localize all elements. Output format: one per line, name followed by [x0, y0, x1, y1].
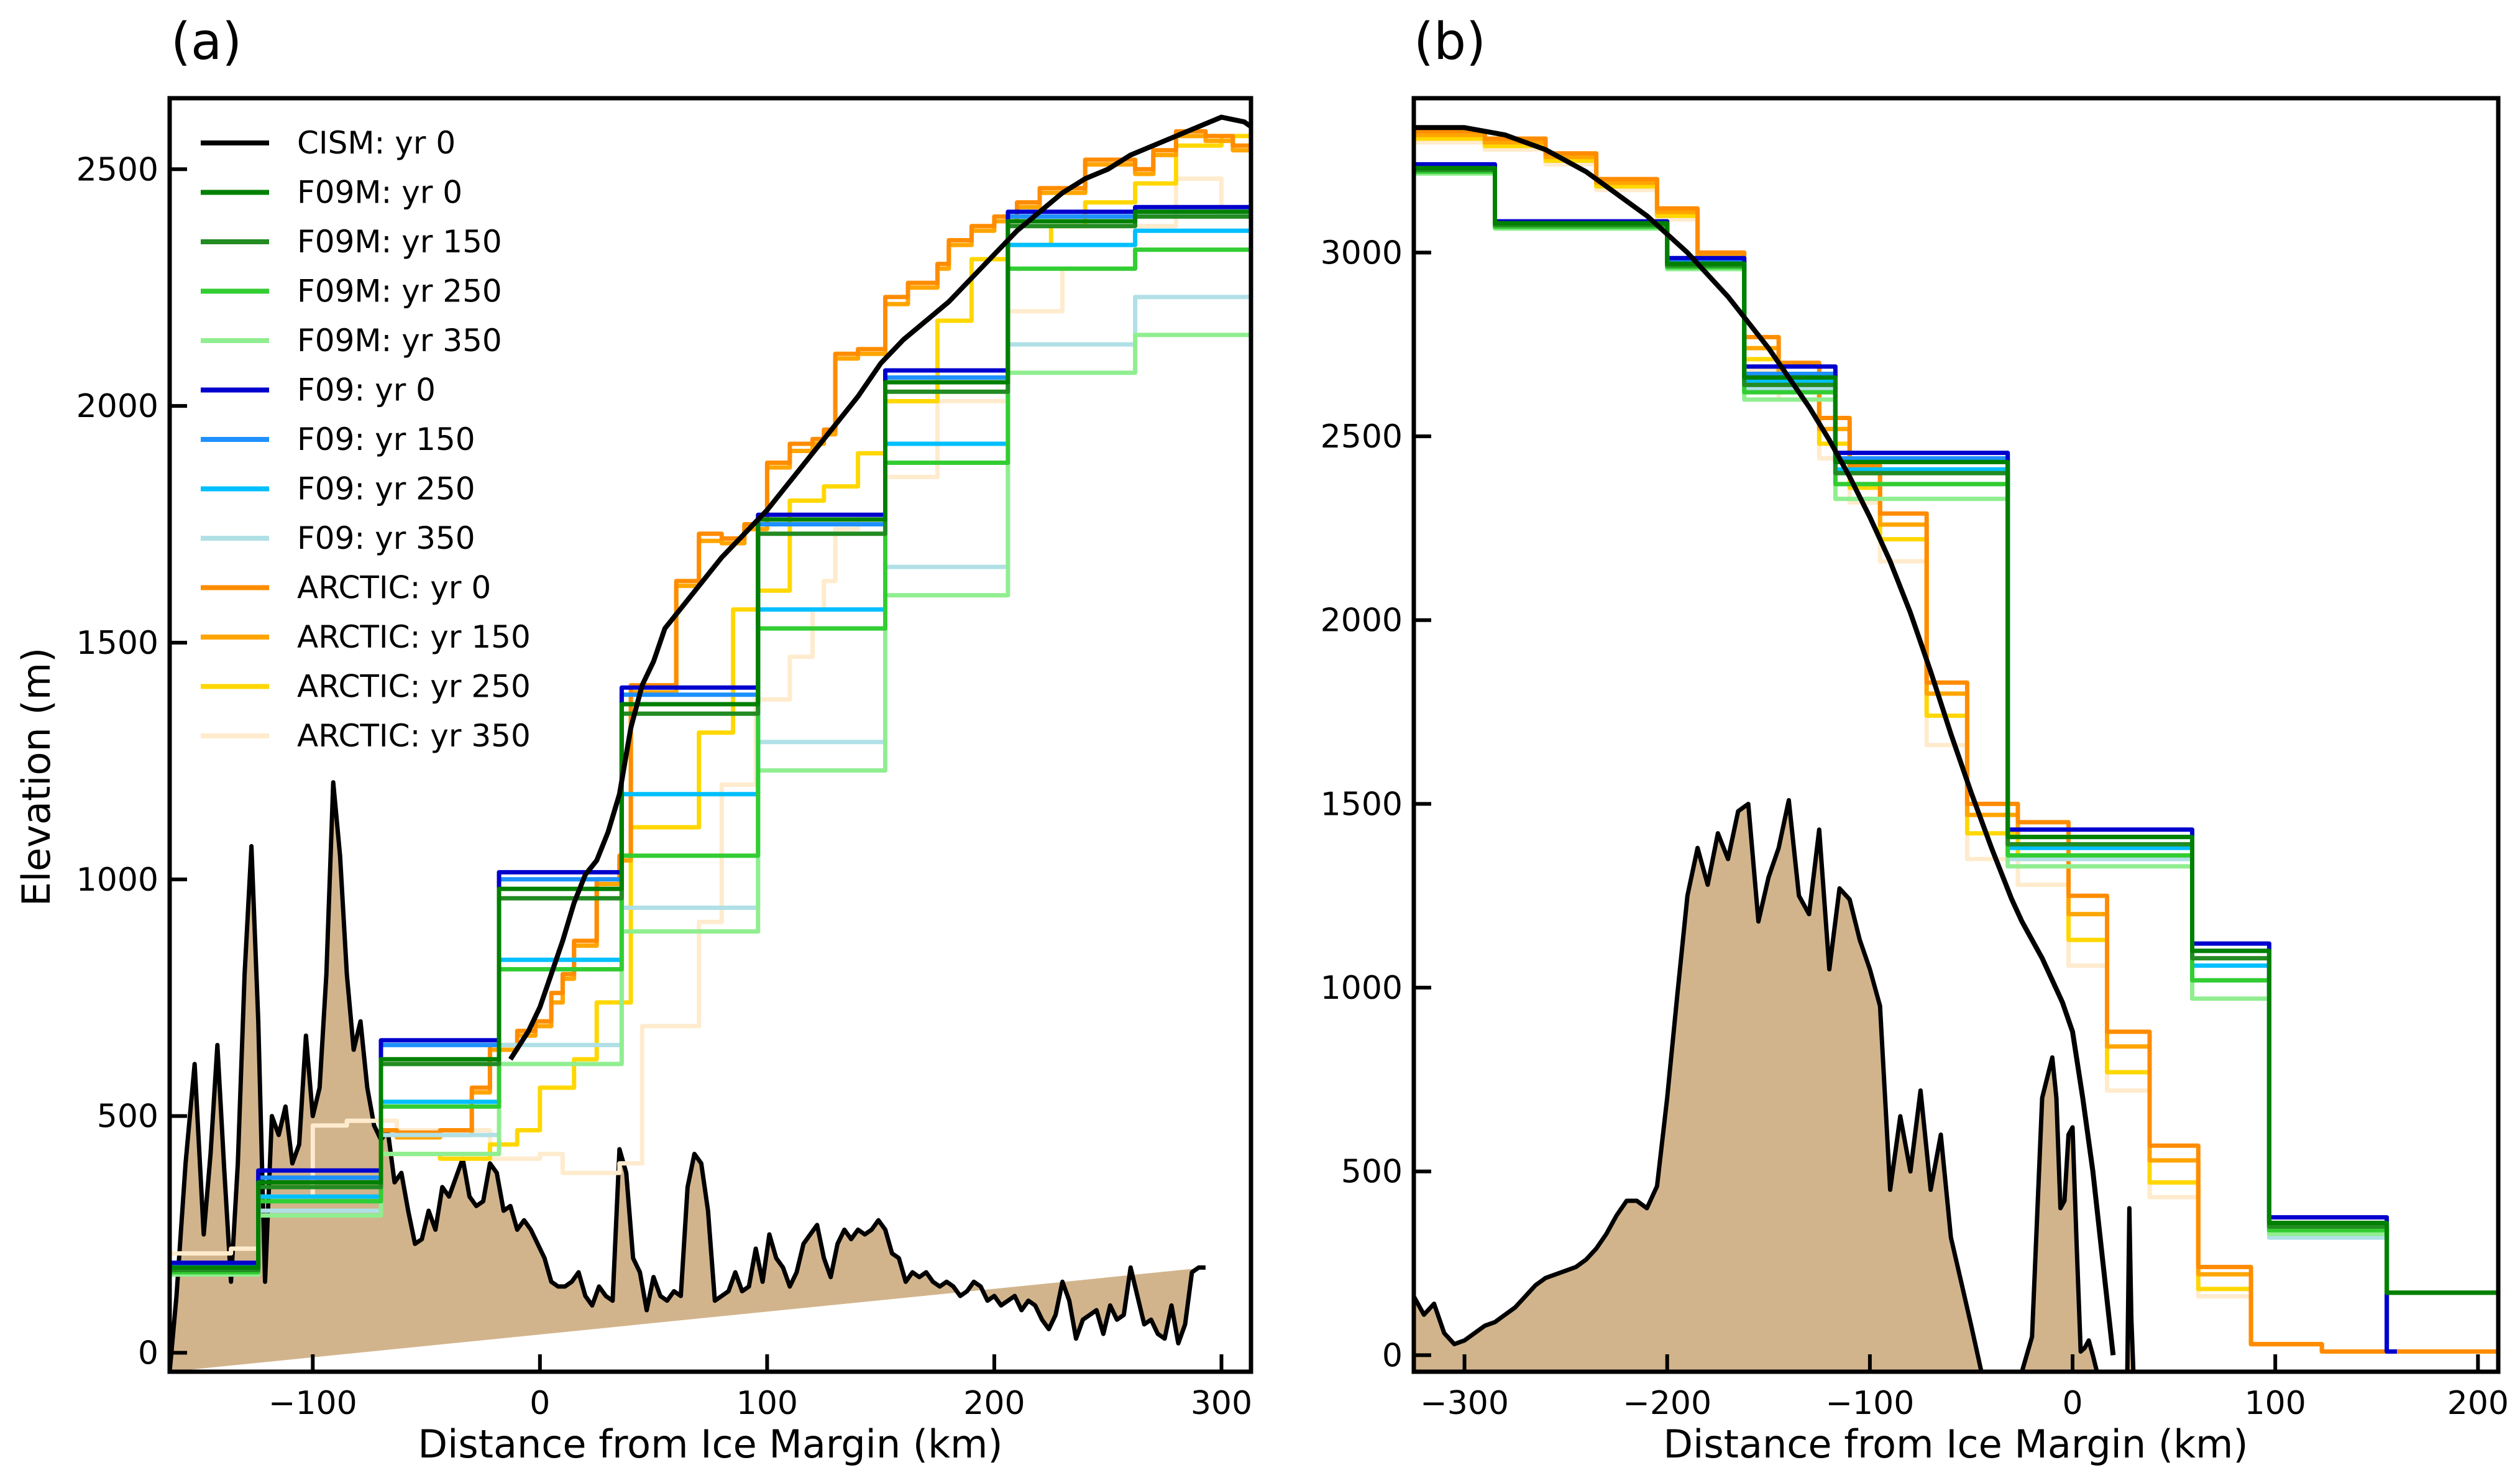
panel-a-series-arctic-yr-150 — [381, 134, 1251, 1140]
panel-a-series-cism-yr-0 — [508, 114, 1251, 1061]
panel-a-y-tick-label: 1000 — [76, 861, 158, 899]
panel-b-series-arctic-yr-0 — [1414, 129, 2498, 1354]
legend-label: F09M: yr 150 — [297, 224, 502, 260]
legend-label: ARCTIC: yr 250 — [297, 669, 531, 705]
panel-a-bed-outline — [170, 780, 1206, 1372]
panel-a-bed-fill — [170, 782, 1206, 1372]
panel-a-series-f09-yr-350 — [170, 295, 1251, 1274]
panel-a-x-tick-label: 200 — [963, 1385, 1025, 1422]
panel-b-plot-area: −300 −200 −100 0 100 200050010001500200025003… — [1321, 96, 2509, 1422]
legend-label: F09M: yr 0 — [297, 175, 462, 211]
panel-a-x-tick-label: −100 — [268, 1385, 357, 1422]
panel-b-bed-fill — [1414, 800, 2144, 1372]
panel-b-x-tick-label: 100 — [2245, 1385, 2306, 1422]
panel-a-label: (a) — [171, 12, 242, 71]
panel-b-y-tick-label: 1000 — [1321, 970, 1403, 1007]
panel-a-y-tick-label: 2500 — [76, 151, 158, 188]
panel-b-bed-outline — [1414, 798, 2144, 1372]
panel-b-label: (b) — [1414, 12, 1486, 71]
panel-a-y-tick-label: 500 — [97, 1098, 158, 1136]
legend-label: F09M: yr 350 — [297, 323, 502, 359]
panel-a-legend: CISM: yr 0 F09M: yr 0 F09M: yr 150 F09M: yr… — [201, 125, 531, 754]
panel-b-data-layer — [1414, 125, 2498, 1372]
legend-label: F09: yr 0 — [297, 372, 436, 408]
panel-a-frame — [167, 96, 1253, 1374]
panel-a-data-layer — [170, 114, 1251, 1372]
panel-a-y-tick-label: 1500 — [76, 625, 158, 662]
legend-label: F09: yr 150 — [297, 421, 475, 457]
panel-a-plot-area: −100 0 100 200 300 0 500 1000 1500 2000 2500 — [76, 96, 1253, 1422]
panel-b-series-f09m-yr-0 — [1414, 165, 2498, 1295]
panel-b-x-tick-label: 200 — [2447, 1385, 2509, 1422]
panel-b-x-tick-label: −300 — [1420, 1385, 1509, 1422]
panel-a-series-f09m-yr-150 — [170, 214, 1251, 1272]
panel-b-y-tick-label: 0 — [1382, 1337, 1403, 1374]
legend-label: F09M: yr 250 — [297, 273, 502, 310]
panel-a-x-tick-label: 300 — [1191, 1385, 1252, 1422]
panel-a-series-arctic-yr-0 — [381, 129, 1251, 1135]
panel-a-y-axis-label: Elevation (m) — [14, 648, 59, 906]
panel-a-x-tick-label: 0 — [529, 1385, 550, 1422]
panel-a-x-tick-label: 100 — [736, 1385, 798, 1422]
panel-a-series-f09-yr-250 — [170, 228, 1251, 1271]
legend-label: F09: yr 350 — [297, 520, 475, 556]
panel-a-x-axis-label: Distance from Ice Margin (km) — [418, 1421, 1002, 1467]
panel-a: (a) Elevation (m) Distance from Ice Marg… — [14, 12, 1253, 1467]
panel-a-y-tick-label: 0 — [138, 1335, 158, 1372]
panel-b-x-tick-label: 0 — [2062, 1385, 2082, 1422]
legend-label: ARCTIC: yr 0 — [297, 570, 491, 606]
legend-label: ARCTIC: yr 350 — [297, 718, 531, 754]
panel-b-frame — [1411, 96, 2501, 1374]
legend-label: ARCTIC: yr 150 — [297, 619, 531, 655]
panel-b-x-tick-label: −100 — [1825, 1385, 1914, 1422]
panel-b-series-cism-yr-0 — [1414, 125, 2116, 1356]
panel-b-y-tick-label: 500 — [1341, 1154, 1403, 1191]
panel-a-series-f09-yr-150 — [170, 209, 1251, 1268]
panel-b-y-tick-label: 1500 — [1321, 786, 1403, 823]
panel-b-x-tick-label: −200 — [1623, 1385, 1711, 1422]
legend-label: F09: yr 250 — [297, 471, 475, 507]
panel-b-y-tick-label: 2000 — [1321, 602, 1403, 640]
panel-a-series-f09m-yr-350 — [170, 333, 1251, 1277]
panel-b: (b) Distance from Ice Margin (km) −300 −2… — [1321, 12, 2509, 1467]
panel-b-y-tick-label: 2500 — [1321, 418, 1403, 456]
panel-a-y-tick-label: 2000 — [76, 388, 158, 425]
legend-label: CISM: yr 0 — [297, 125, 456, 161]
panel-a-series-f09-yr-0 — [170, 204, 1251, 1265]
panel-b-x-axis-label: Distance from Ice Margin (km) — [1663, 1421, 2248, 1467]
panel-b-y-tick-label: 3000 — [1321, 234, 1403, 272]
panel-a-series-f09m-yr-250 — [170, 247, 1251, 1275]
